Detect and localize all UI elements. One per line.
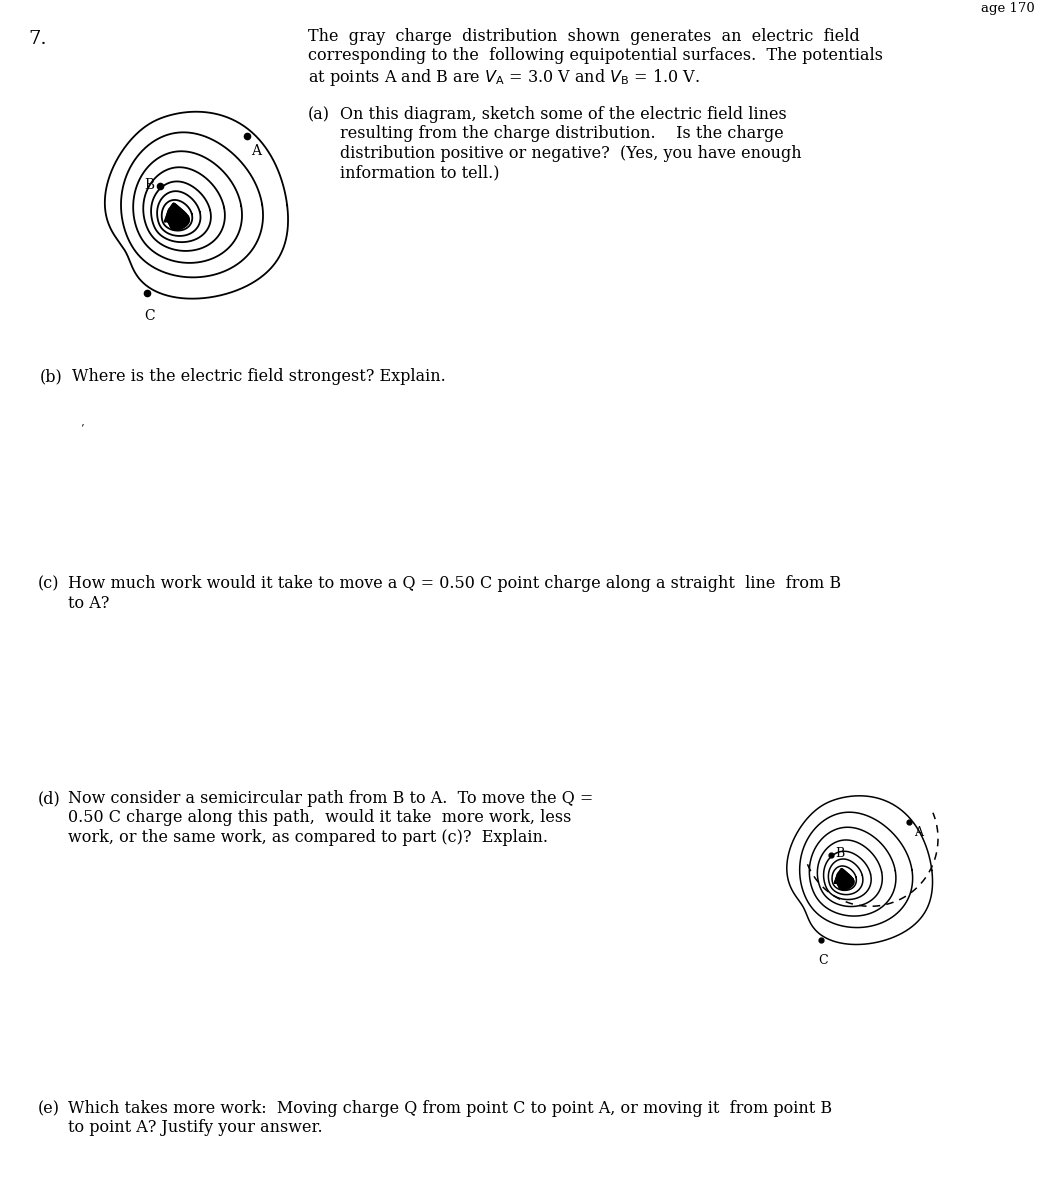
Text: Which takes more work:  Moving charge Q from point C to point A, or moving it  f: Which takes more work: Moving charge Q f… [69,1100,832,1117]
Text: information to tell.): information to tell.) [340,164,499,181]
Polygon shape [835,869,854,890]
Text: ’: ’ [80,422,83,433]
Text: work, or the same work, as compared to part (c)?  Explain.: work, or the same work, as compared to p… [69,829,548,846]
Text: On this diagram, sketch some of the electric field lines: On this diagram, sketch some of the elec… [340,106,787,122]
Text: A: A [914,827,924,840]
Text: B: B [835,847,844,860]
Text: (e): (e) [38,1100,60,1117]
Text: to A?: to A? [69,594,109,612]
Text: How much work would it take to move a Q = 0.50 C point charge along a straight  : How much work would it take to move a Q … [69,575,841,592]
Text: The  gray  charge  distribution  shown  generates  an  electric  field: The gray charge distribution shown gener… [308,28,859,44]
Polygon shape [165,204,189,230]
Text: resulting from the charge distribution.    Is the charge: resulting from the charge distribution. … [340,126,784,143]
Text: (d): (d) [38,790,61,806]
Text: (c): (c) [38,575,59,592]
Text: corresponding to the  following equipotential surfaces.  The potentials: corresponding to the following equipoten… [308,48,883,65]
Text: age 170: age 170 [981,2,1035,14]
Text: (a): (a) [308,106,330,122]
Text: 7.: 7. [28,30,47,48]
Text: to point A? Justify your answer.: to point A? Justify your answer. [69,1120,323,1136]
Text: at points A and B are $V_{\rm A}$ = 3.0 V and $V_{\rm B}$ = 1.0 V.: at points A and B are $V_{\rm A}$ = 3.0 … [308,67,700,88]
Text: B: B [144,178,155,192]
Text: C: C [819,954,828,967]
Text: (b): (b) [40,368,62,385]
Text: A: A [250,144,261,158]
Text: distribution positive or negative?  (Yes, you have enough: distribution positive or negative? (Yes,… [340,145,801,162]
Text: Now consider a semicircular path from B to A.  To move the Q =: Now consider a semicircular path from B … [69,790,594,806]
Text: 0.50 C charge along this path,  would it take  more work, less: 0.50 C charge along this path, would it … [69,810,571,827]
Text: C: C [144,308,155,323]
Text: Where is the electric field strongest? Explain.: Where is the electric field strongest? E… [72,368,445,385]
